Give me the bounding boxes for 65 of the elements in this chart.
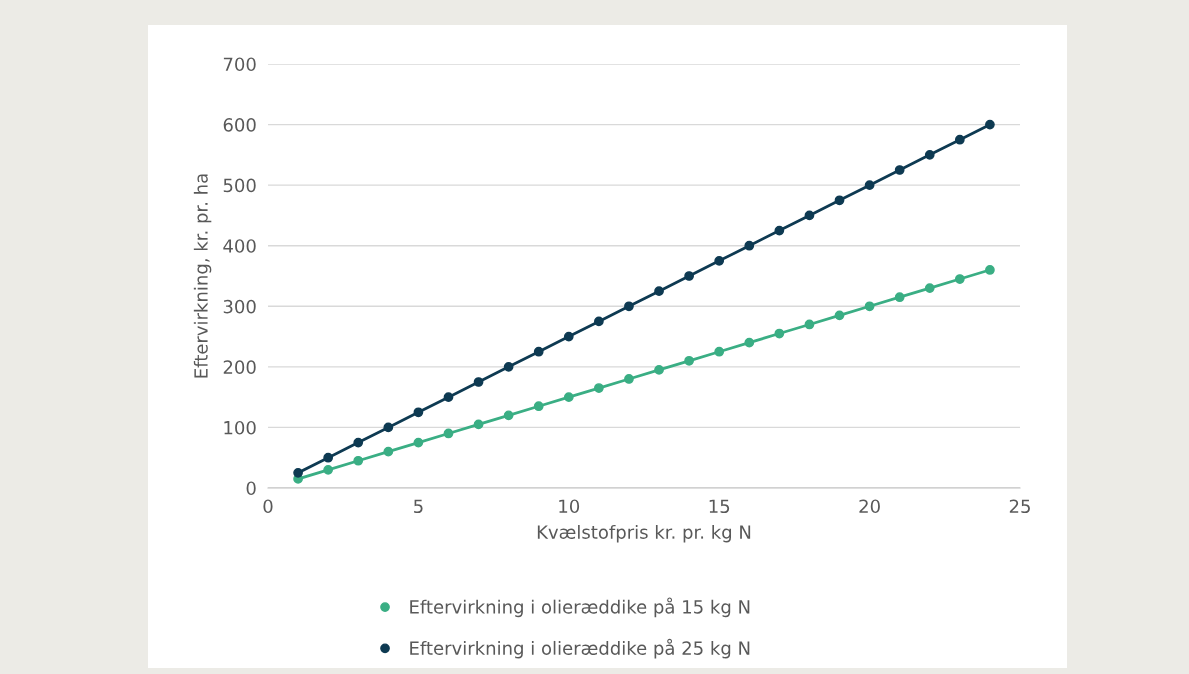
point <box>533 346 544 357</box>
point <box>473 419 484 430</box>
x-tick-label: 20 <box>859 499 880 514</box>
point <box>864 180 875 191</box>
x-axis-title: Kvælstofpris kr. pr. kg N <box>537 524 751 543</box>
point <box>684 271 694 281</box>
y-tick-label: 700 <box>223 57 256 72</box>
y-axis-title: Eftervirkning, kr. pr. ha <box>193 174 212 378</box>
y-tick-label: 100 <box>224 420 256 435</box>
point <box>503 410 514 421</box>
point <box>473 377 484 387</box>
point <box>563 331 574 342</box>
point <box>714 346 725 357</box>
y-tick-label: 400 <box>223 239 256 253</box>
point <box>834 195 845 206</box>
point <box>804 210 815 221</box>
point <box>954 134 965 145</box>
point <box>594 383 604 393</box>
point <box>624 374 634 384</box>
point <box>654 286 664 297</box>
point <box>744 337 755 348</box>
point <box>353 437 364 448</box>
point <box>533 401 544 412</box>
y-tick-label: 600 <box>223 118 256 132</box>
point <box>894 292 905 303</box>
point <box>985 119 995 130</box>
point <box>744 240 755 251</box>
x-tick-label: 0 <box>263 499 273 514</box>
point <box>563 392 574 403</box>
point <box>383 422 394 433</box>
y-tick-label: 500 <box>223 178 256 193</box>
point <box>924 283 935 293</box>
point <box>353 455 364 466</box>
y-tick-label: 200 <box>223 360 256 374</box>
point <box>293 467 303 478</box>
point <box>684 355 694 366</box>
point <box>413 407 424 418</box>
legend-label: Eftervirkning i olieræddike på 25 kg N <box>410 638 750 659</box>
point <box>924 149 935 160</box>
x-tick-label: 15 <box>709 499 730 514</box>
point <box>624 301 634 312</box>
point <box>834 310 845 321</box>
x-tick-label: 25 <box>1009 499 1030 514</box>
point <box>714 255 725 266</box>
point <box>443 392 454 403</box>
point <box>774 328 785 339</box>
point <box>954 274 965 284</box>
point <box>383 446 394 457</box>
point <box>774 225 785 236</box>
point <box>654 365 664 375</box>
point <box>323 464 334 475</box>
y-tick-label: 0 <box>246 481 256 496</box>
x-tick-label: 10 <box>559 499 580 514</box>
point <box>594 316 604 327</box>
point <box>864 301 875 312</box>
point <box>443 428 454 439</box>
x-tick-label: 5 <box>414 499 423 514</box>
y-tick-label: 300 <box>223 299 256 314</box>
point <box>323 452 334 463</box>
point <box>503 361 514 372</box>
point <box>985 265 995 275</box>
point <box>894 165 905 175</box>
point <box>413 437 424 448</box>
legend-label: Eftervirkning i olieræddike på 15 kg N <box>410 597 750 618</box>
point <box>804 319 815 330</box>
